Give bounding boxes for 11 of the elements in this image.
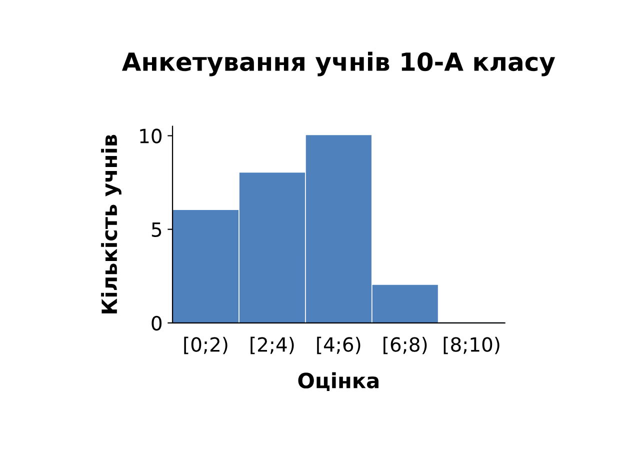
x-tick-label: [0;2) xyxy=(184,336,228,354)
x-axis-title: Оцінка xyxy=(298,372,378,391)
x-tick-label: [4;6) xyxy=(317,336,360,354)
x-tick-label: [6;8) xyxy=(384,336,427,354)
chart-title: Анкетування учнів 10-А класу xyxy=(122,52,556,76)
y-tick-label: 10 xyxy=(140,128,162,144)
y-axis-title: Кількість учнів xyxy=(101,134,122,314)
x-tick-label: [2;4) xyxy=(250,336,294,354)
y-tick-label: 0 xyxy=(152,316,162,331)
y-tick-label: 5 xyxy=(152,222,162,237)
x-tick-label: [8;10) xyxy=(444,336,500,354)
